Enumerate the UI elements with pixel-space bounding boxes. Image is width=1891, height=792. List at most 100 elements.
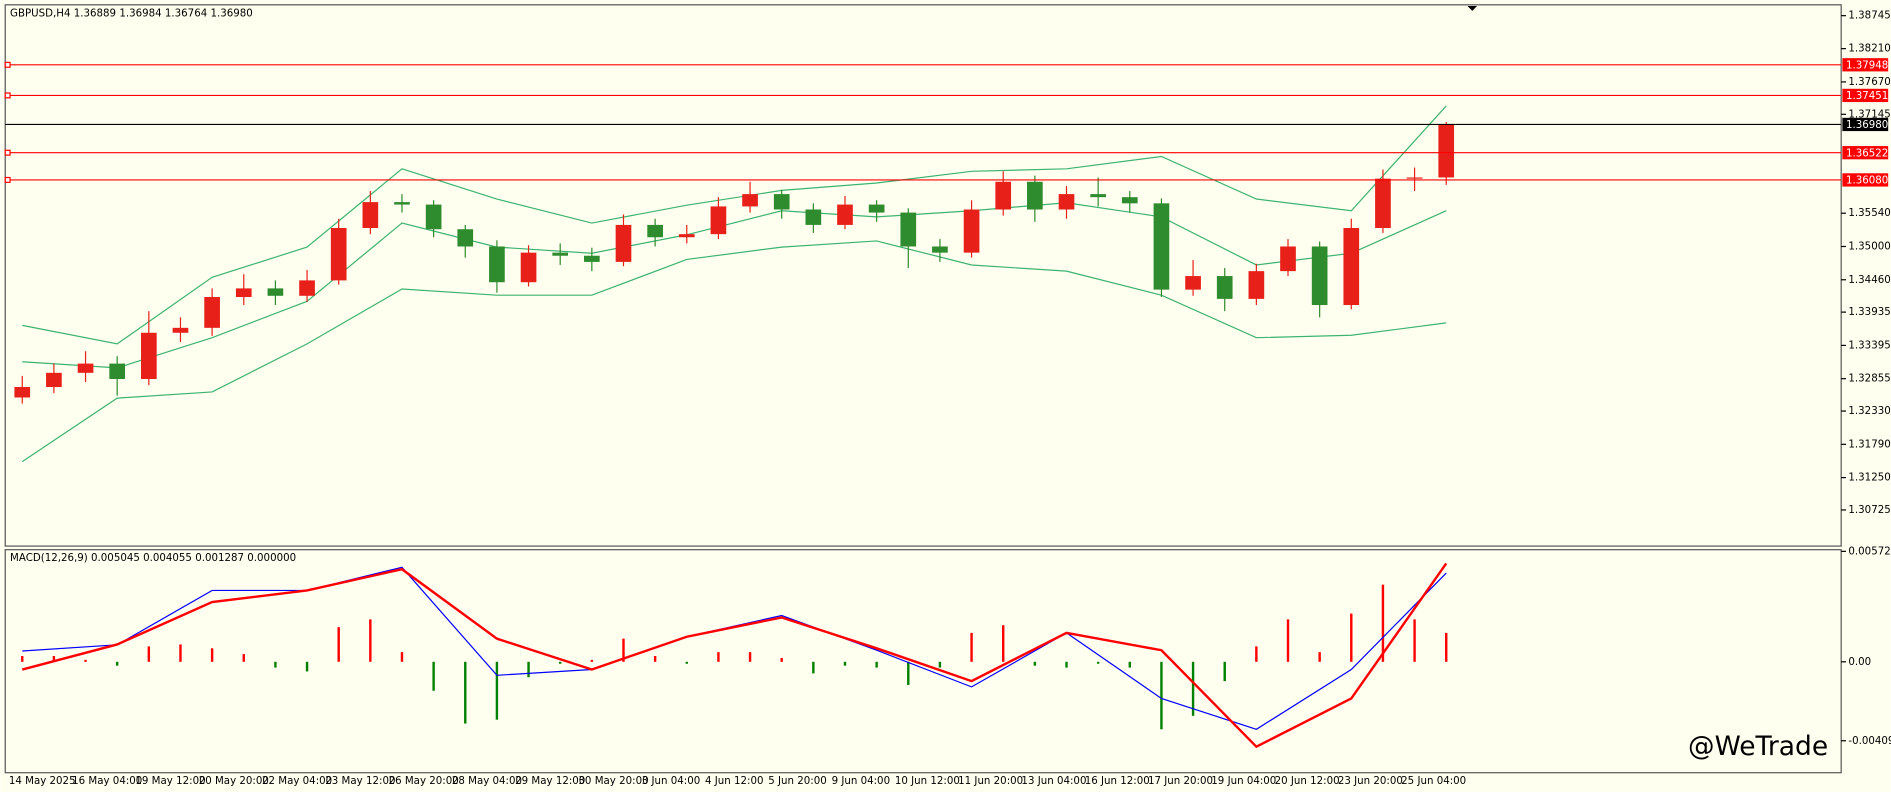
candle-body [330, 227, 347, 281]
candle-body [710, 206, 727, 235]
candle-body [140, 332, 157, 379]
candle-body [963, 209, 980, 253]
x-tick-label: 20 Jun 12:00 [1275, 775, 1340, 787]
level-label-box [1842, 173, 1889, 187]
level-label: 1.36080 [1846, 175, 1888, 187]
candle-body [109, 363, 126, 379]
y-tick-label: 1.38745 [1848, 10, 1890, 22]
histogram-bar [1033, 661, 1037, 666]
chart-title: GBPUSD,H4 1.36889 1.36984 1.36764 1.3698… [10, 7, 253, 19]
watermark: @WeTrade [1688, 731, 1828, 762]
histogram-bar [179, 644, 182, 662]
candle-body [1311, 246, 1328, 306]
x-tick-label: 17 Jun 20:00 [1148, 775, 1213, 787]
candle-body [425, 204, 442, 230]
y-tick-label: -0.004094 [1848, 735, 1891, 747]
histogram-bar [653, 656, 657, 662]
histogram-bar [464, 661, 467, 724]
y-tick-label: 1.37670 [1848, 76, 1890, 88]
level-handle [4, 176, 11, 183]
histogram-bar [1318, 652, 1321, 662]
histogram-bar [780, 657, 783, 662]
candle-body [742, 194, 758, 207]
histogram-bar [938, 661, 942, 668]
candle-body [1375, 178, 1391, 228]
candle-body [1406, 177, 1423, 179]
histogram-bar [274, 661, 277, 668]
level-label: 1.36522 [1846, 147, 1888, 159]
histogram-bar [147, 646, 151, 662]
candle-body [489, 246, 505, 283]
y-tick-label: 1.38210 [1848, 43, 1890, 55]
histogram-bar [590, 659, 594, 662]
histogram-bar [84, 659, 87, 662]
y-tick-label: 1.30725 [1848, 504, 1890, 516]
histogram-bar [1096, 661, 1100, 664]
histogram-bar [210, 648, 214, 662]
candle-body [678, 234, 695, 238]
histogram-bar [337, 627, 340, 662]
level-label: 1.36980 [1846, 119, 1888, 131]
indicator-line [22, 202, 1447, 369]
x-tick-label: 5 Jun 20:00 [768, 775, 827, 787]
x-tick-label: 13 Jun 04:00 [1021, 775, 1086, 787]
y-tick-label: 1.31790 [1848, 438, 1890, 450]
candle-body [1216, 276, 1233, 299]
candle-body [647, 224, 663, 238]
level-label-box [1842, 117, 1889, 132]
x-tick-label: 20 May 20:00 [199, 775, 269, 787]
x-tick-label: 3 Jun 04:00 [642, 775, 701, 787]
level-label-box [1842, 58, 1889, 72]
candle-body [1248, 271, 1265, 299]
y-tick-label: 1.35000 [1848, 240, 1890, 252]
histogram-bar [1350, 613, 1353, 662]
candle-body [995, 181, 1012, 210]
histogram-bar [1191, 661, 1195, 716]
x-tick-label: 28 May 04:00 [452, 775, 522, 787]
histogram-bar [1413, 619, 1416, 662]
candle-body [773, 194, 790, 210]
histogram-bar [717, 652, 720, 662]
level-label: 1.37451 [1846, 90, 1888, 102]
histogram-bar [369, 619, 372, 662]
histogram-bar [1286, 619, 1290, 662]
x-tick-label: 14 May 2025 [9, 775, 76, 787]
x-tick-label: 25 Jun 04:00 [1401, 775, 1466, 787]
histogram-bar [400, 652, 404, 662]
histogram-bar [1381, 584, 1385, 662]
y-tick-label: 1.32330 [1848, 405, 1890, 417]
candle-body [457, 229, 474, 247]
y-tick-label: 1.33395 [1848, 339, 1890, 351]
histogram-bar [907, 661, 910, 685]
histogram-bar [21, 656, 24, 662]
y-tick-label: 1.34460 [1848, 274, 1890, 286]
candle-body [1438, 124, 1455, 178]
histogram-bar [1002, 625, 1005, 662]
x-tick-label: 30 May 20:00 [578, 775, 648, 787]
y-tick-label: 1.31250 [1848, 472, 1890, 484]
histogram-bar [685, 661, 688, 664]
y-tick-label: 0.005727 [1848, 545, 1891, 557]
candle-body [172, 327, 189, 333]
candle-body [900, 212, 917, 247]
candle-body [1343, 227, 1360, 306]
candle-body [868, 204, 885, 213]
x-tick-label: 23 Jun 20:00 [1338, 775, 1403, 787]
histogram-bar [432, 661, 435, 691]
candle-body [362, 202, 379, 228]
candle-body [1027, 181, 1043, 210]
y-tick-label: 0.00 [1848, 656, 1871, 668]
candle-body [1153, 203, 1170, 290]
histogram-bar [52, 656, 56, 662]
y-tick-label: 1.32855 [1848, 373, 1890, 385]
candle-body [1121, 197, 1138, 204]
candle-body [1090, 194, 1106, 198]
histogram-bar [812, 661, 815, 674]
x-tick-label: 26 May 20:00 [389, 775, 459, 787]
level-handle [4, 92, 11, 99]
x-tick-label: 22 May 04:00 [262, 775, 332, 787]
histogram-bar [1128, 661, 1131, 668]
level-label-box [1842, 88, 1889, 103]
histogram-bar [305, 661, 309, 672]
